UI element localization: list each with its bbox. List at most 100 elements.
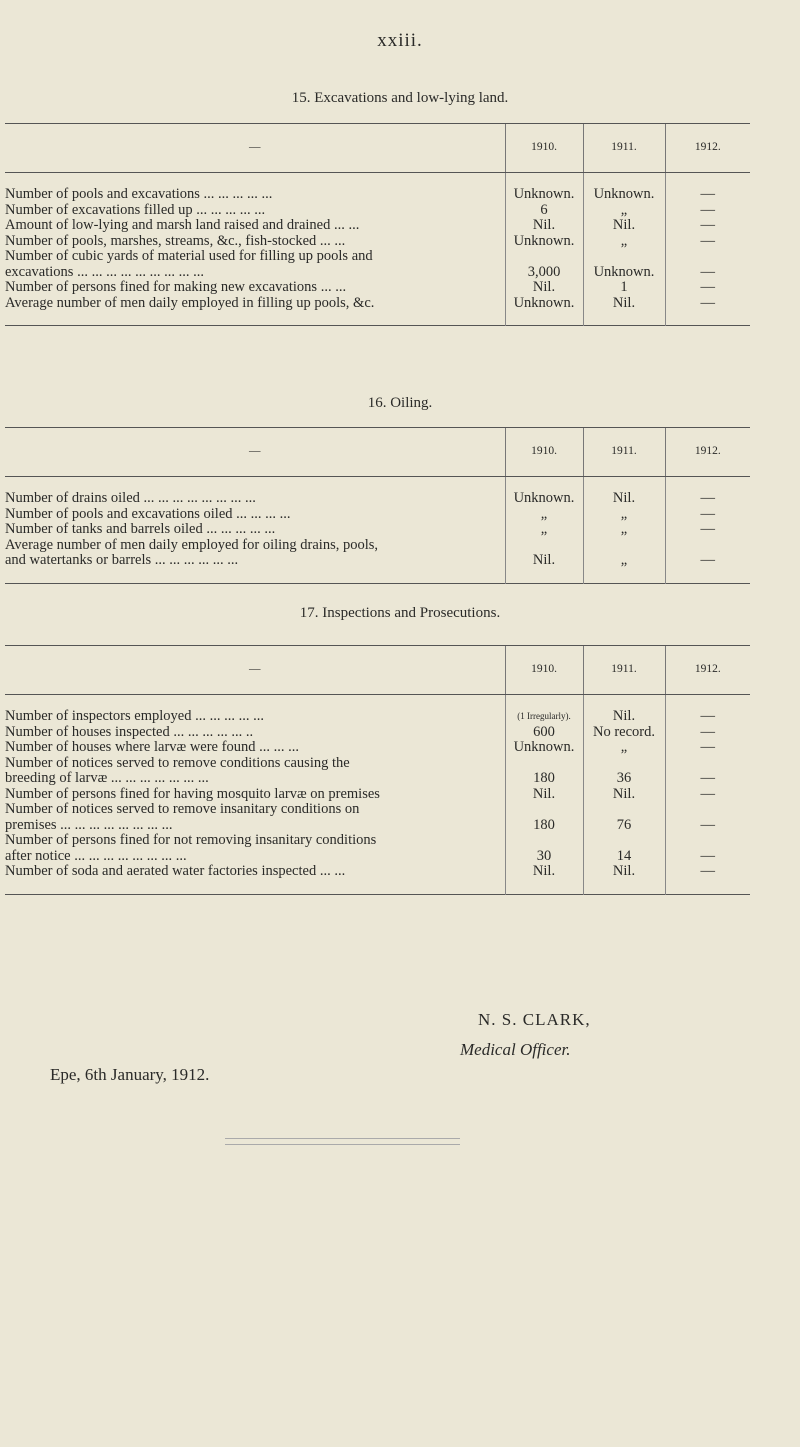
leader-dots: ... ... ... ... ...	[203, 186, 273, 202]
leader-dots: ... ... ... ... ... ... ... ...	[91, 263, 204, 280]
leader-dots: ... ... ... ... ... ... ...	[88, 847, 187, 864]
cell-value: —	[664, 202, 750, 218]
cell-value: No record.	[582, 724, 665, 740]
row-label: Number of inspectors employed ... ... ..…	[5, 708, 264, 724]
cell-value	[664, 249, 750, 265]
cell-value	[504, 833, 583, 849]
cell-value: —	[664, 848, 750, 864]
column-header: 1912.	[664, 645, 750, 695]
row-label: Number of persons fined for not removing…	[5, 832, 377, 848]
table-row: Number of cubic yards of material used f…	[5, 248, 750, 265]
leader-dots: ... ... ... ... ...	[169, 552, 239, 568]
cell-value: 600	[504, 724, 583, 740]
leader-dots: ... ...	[319, 232, 346, 249]
cell-value: —	[664, 786, 750, 802]
signature-name: N. S. CLARK,	[478, 1010, 591, 1029]
leader-dots: ... ... ... ... ... ... ... ...	[60, 816, 173, 833]
cell-value: Nil.	[504, 279, 583, 296]
cell-value: Nil.	[582, 863, 665, 894]
table-row: Number of notices served to remove insan…	[5, 801, 750, 818]
cell-value: Nil.	[582, 694, 665, 725]
leader-dots: ...	[334, 863, 346, 879]
table-row: Number of inspectors employed ... ... ..…	[5, 694, 750, 725]
table-row: Number of drains oiled ... ... ... ... .…	[5, 476, 750, 507]
cell-value: —	[664, 217, 750, 234]
cell-value: Nil.	[504, 786, 583, 802]
leader-dots: ... ... ... ... ..	[187, 723, 254, 740]
cell-value: 180	[504, 817, 583, 833]
row-label: Average number of men daily employed for…	[5, 536, 379, 553]
cell-value: „	[582, 739, 665, 756]
column-header: 1911.	[582, 123, 665, 173]
cell-value: —	[664, 724, 750, 740]
inspections-table: —1910. 1911. 1912. Number of inspectors emp…	[5, 645, 750, 895]
leader-dots: ... ... ... ... ...	[206, 521, 276, 537]
row-label: Number of drains oiled ... ... ... ... .…	[5, 490, 256, 506]
column-header: 1910.	[504, 645, 583, 695]
row-label: Average number of men daily employed in …	[5, 294, 375, 311]
cell-value: —	[664, 770, 750, 787]
cell-value: Unknown.	[582, 172, 665, 203]
cell-value: Nil.	[582, 476, 665, 507]
page-number: xxiii.	[377, 30, 423, 51]
cell-value: Unknown.	[504, 739, 583, 756]
leader-dots: ... ... ... ... ...	[196, 201, 266, 218]
cell-value: —	[664, 739, 750, 756]
cell-value	[664, 833, 750, 849]
cell-value: 36	[582, 770, 665, 787]
table-row: Number of houses inspected ... ... ... .…	[5, 723, 750, 740]
cell-value: Nil.	[582, 786, 665, 802]
leader-dots: ... ... ... ...	[236, 505, 291, 522]
cell-value: „	[582, 506, 665, 522]
table-row: excavations ... ... ... ... ... ... ... …	[5, 263, 750, 280]
cell-value: —	[664, 521, 750, 538]
table-row: Average number of men daily employed in …	[5, 294, 750, 326]
row-label: Number of cubic yards of material used f…	[5, 248, 373, 264]
row-label: Number of persons fined for having mosqu…	[5, 785, 380, 802]
table-row: Number of persons fined for having mosqu…	[5, 785, 750, 802]
table-title-excavations: 15. Excavations and low-lying land.	[291, 90, 509, 106]
column-header: —	[5, 427, 505, 477]
cell-value	[504, 537, 583, 553]
place-date: Epe, 6th January, 1912.	[50, 1065, 210, 1084]
cell-value	[582, 802, 665, 818]
cell-value	[582, 833, 665, 849]
table-row: Number of tanks and barrels oiled ... ..…	[5, 521, 750, 538]
cell-value: Unknown.	[582, 264, 665, 280]
cell-value: 180	[504, 770, 583, 787]
row-label: premises ... ... ... ... ... ... ... ...	[5, 816, 173, 833]
table-row: Average number of men daily employed for…	[5, 536, 750, 553]
table-row: and watertanks or barrels ... ... ... ..…	[5, 552, 750, 583]
row-label: Number of excavations filled up ... ... …	[5, 201, 266, 218]
cell-value: —	[664, 295, 750, 326]
table-row: after notice ... ... ... ... ... ... ...…	[5, 847, 750, 864]
table-title-inspections: 17. Inspections and Prosecutions.	[299, 605, 501, 621]
table-row: Number of pools and excavations oiled ..…	[5, 505, 750, 522]
cell-value: —	[664, 279, 750, 296]
cell-value: Nil.	[504, 552, 583, 583]
cell-value	[504, 802, 583, 818]
cell-value: —	[664, 817, 750, 833]
leader-dots: ... ... ...	[259, 739, 299, 755]
cell-value: „	[504, 506, 583, 522]
cell-value: 1	[582, 279, 665, 296]
leader-dots: ... ... ... ... ...	[195, 708, 264, 724]
cell-value: 30	[504, 848, 583, 864]
row-label: Amount of low-lying and marsh land raise…	[5, 217, 360, 233]
cell-value: —	[664, 863, 750, 894]
cell-value	[504, 755, 583, 771]
leader-dots: ... ... ... ... ... ... ...	[158, 490, 256, 506]
cell-value: „	[582, 233, 665, 249]
leader-dots: ... ... ... ... ... ...	[125, 770, 209, 786]
cell-value: —	[664, 506, 750, 522]
signature-title: Medical Officer.	[460, 1040, 571, 1059]
column-header: 1910.	[504, 123, 583, 173]
table-row: premises ... ... ... ... ... ... ... ...…	[5, 816, 750, 833]
row-label: excavations ... ... ... ... ... ... ... …	[5, 263, 204, 280]
cell-value: Nil.	[504, 863, 583, 894]
cell-value	[582, 249, 665, 265]
cell-value	[664, 802, 750, 818]
row-label: Number of persons fined for making new e…	[5, 279, 347, 295]
row-label: after notice ... ... ... ... ... ... ...…	[5, 847, 187, 864]
cell-value	[664, 537, 750, 553]
